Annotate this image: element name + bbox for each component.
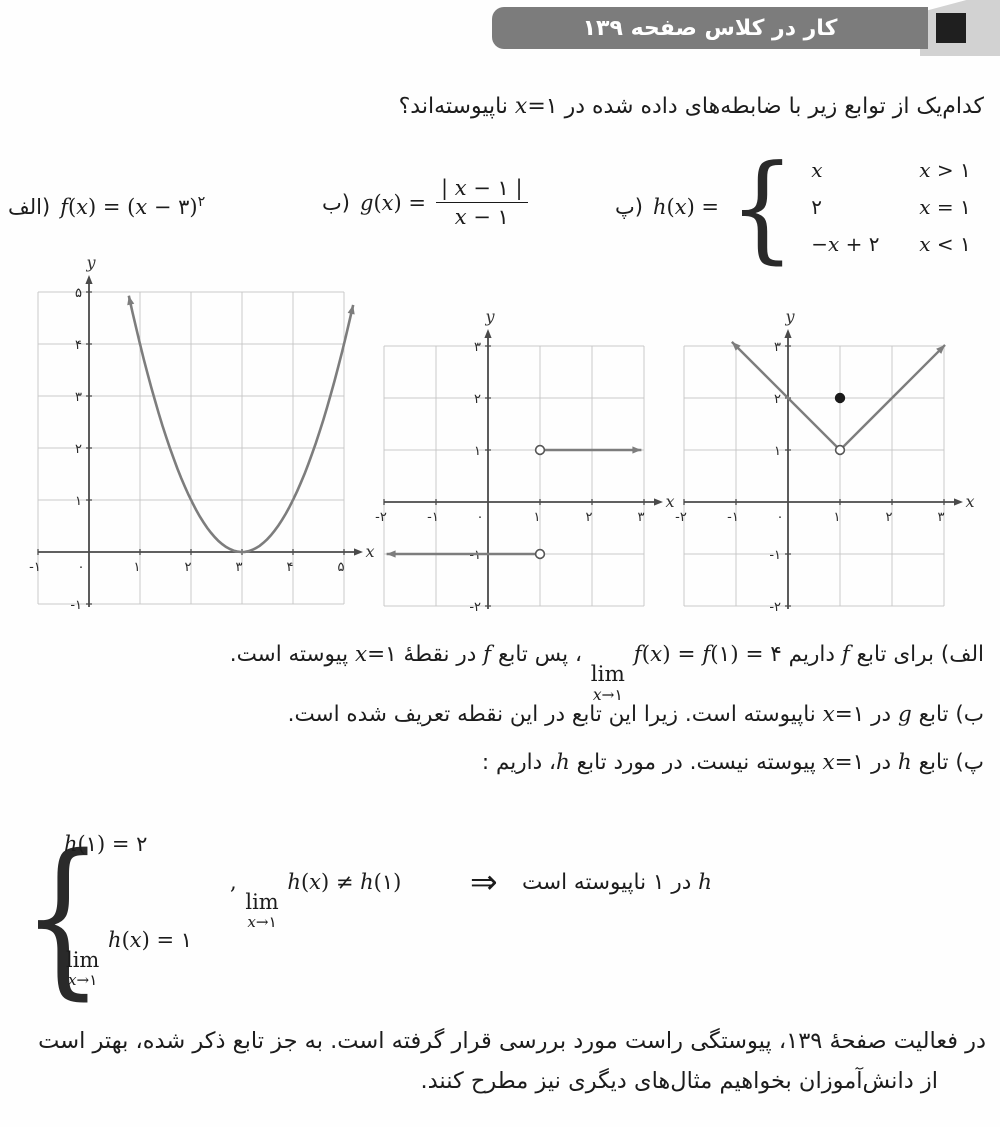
svg-text:۳: ۳ xyxy=(638,510,645,525)
svg-text:۱: ۱ xyxy=(774,444,781,459)
graph-h-plot: -۲ -۱ ۰ ۱ ۲ ۳ -۲ -۱ ۱ ۲ ۳ x y xyxy=(675,307,974,615)
svg-text:۵: ۵ xyxy=(75,286,82,301)
system-brace: { xyxy=(22,819,104,1016)
piecewise-brace: { xyxy=(729,138,796,276)
svg-text:x: x xyxy=(365,542,374,561)
svg-text:-۱: -۱ xyxy=(70,598,82,613)
graph-f-plot: -۱ ۰ ۱ ۲ ۳ ۴ ۵ -۱ ۱ ۲ ۳ ۴ ۵ x y xyxy=(29,253,374,613)
svg-text:-۲: -۲ xyxy=(469,600,481,615)
svg-text:۳: ۳ xyxy=(938,510,945,525)
definition-a-label: الف) xyxy=(8,194,51,219)
svg-text:۰: ۰ xyxy=(777,510,784,525)
svg-text:-۱: -۱ xyxy=(727,510,739,525)
solution-line-p: پ) تابع h در x=۱ پیوسته نیست. در مورد تا… xyxy=(481,750,984,775)
footer-note-line2: از دانش‌آموزان بخواهیم مثال‌های دیگری نی… xyxy=(420,1068,938,1094)
conclusion-text: h در ۱ ناپیوسته است xyxy=(522,870,712,895)
svg-text:x: x xyxy=(665,492,674,511)
fraction-numerator: | x − ۱ | xyxy=(435,176,528,203)
definition-a-formula: f(x) = (x − ۳)۲ xyxy=(60,194,206,219)
badge-label: کار در کلاس صفحه ۱۳۹ xyxy=(582,15,838,41)
definition-b-label: ب) xyxy=(322,190,350,215)
classwork-badge: کار در کلاس صفحه ۱۳۹ xyxy=(492,7,928,49)
svg-text:۳: ۳ xyxy=(474,340,481,355)
svg-text:۲: ۲ xyxy=(75,442,82,457)
svg-text:-۲: -۲ xyxy=(675,510,687,525)
definition-p-label: پ) xyxy=(615,195,643,219)
svg-text:۵: ۵ xyxy=(338,560,345,575)
limit-stack: lim x→۱ xyxy=(66,947,100,989)
definition-b-fraction: | x − ۱ | x − ۱ xyxy=(435,176,528,229)
svg-text:y: y xyxy=(784,307,795,326)
solution-line-a: الف) برای تابع f داریم lim x→۱ f(x) = f(۱… xyxy=(229,642,984,704)
limit-stack: lim x→۱ xyxy=(245,889,279,931)
definition-p-lhs: h(x) = xyxy=(652,195,720,219)
solution-line-b: ب) تابع g در x=۱ ناپیوسته است. زیرا این … xyxy=(287,702,984,727)
svg-text:۲: ۲ xyxy=(185,560,192,575)
svg-text:۱: ۱ xyxy=(134,560,141,575)
svg-text:۲: ۲ xyxy=(886,510,893,525)
definition-b-lhs: g(x) = xyxy=(359,190,426,215)
svg-text:۴: ۴ xyxy=(287,560,294,575)
svg-text:y: y xyxy=(85,253,96,272)
svg-text:۳: ۳ xyxy=(236,560,243,575)
badge-square-icon xyxy=(936,13,966,43)
definition-b: ب) g(x) = | x − ۱ | x − ۱ xyxy=(322,176,528,229)
equation-limit: lim x→۱ h(x) = ۱ xyxy=(66,928,193,989)
svg-text:۲: ۲ xyxy=(774,392,781,407)
equation-h1: h(۱) = ۲ xyxy=(64,832,148,856)
graph-g-plot: -۲ -۱ ۰ ۱ ۲ ۳ -۲ -۱ ۱ ۲ ۳ x y xyxy=(375,307,674,615)
svg-text:-۱: -۱ xyxy=(469,548,481,563)
equation-middle: , lim x→۱ h(x) ≠ h(۱) xyxy=(230,870,402,931)
svg-text:x: x xyxy=(965,492,974,511)
footer-note-line1: در فعالیت صفحهٔ ۱۳۹، پیوستگی راست مورد ب… xyxy=(38,1028,986,1054)
svg-text:۱: ۱ xyxy=(474,444,481,459)
svg-text:-۱: -۱ xyxy=(769,548,781,563)
svg-text:۰: ۰ xyxy=(477,510,484,525)
svg-text:۲: ۲ xyxy=(586,510,593,525)
question-line: کدام‌یک از توابع زیر با ضابطه‌های داده ش… xyxy=(398,94,984,119)
svg-text:y: y xyxy=(484,307,495,326)
svg-text:-۱: -۱ xyxy=(427,510,439,525)
svg-text:-۲: -۲ xyxy=(375,510,387,525)
svg-text:۱: ۱ xyxy=(534,510,541,525)
svg-text:۴: ۴ xyxy=(75,338,82,353)
implies-arrow-icon: ⇒ xyxy=(470,862,498,901)
system-block: { h(۱) = ۲ lim x→۱ h(x) = ۱ , lim x→۱ h(x)… xyxy=(22,800,752,1016)
svg-text:۱: ۱ xyxy=(75,494,82,509)
definition-a: الف) f(x) = (x − ۳)۲ xyxy=(8,194,205,219)
svg-text:۳: ۳ xyxy=(75,390,82,405)
svg-text:۱: ۱ xyxy=(834,510,841,525)
svg-text:-۲: -۲ xyxy=(769,600,781,615)
svg-text:۲: ۲ xyxy=(474,392,481,407)
svg-text:۰: ۰ xyxy=(78,560,85,575)
svg-text:۳: ۳ xyxy=(774,340,781,355)
fraction-denominator: x − ۱ xyxy=(454,205,509,229)
svg-text:-۱: -۱ xyxy=(29,560,41,575)
